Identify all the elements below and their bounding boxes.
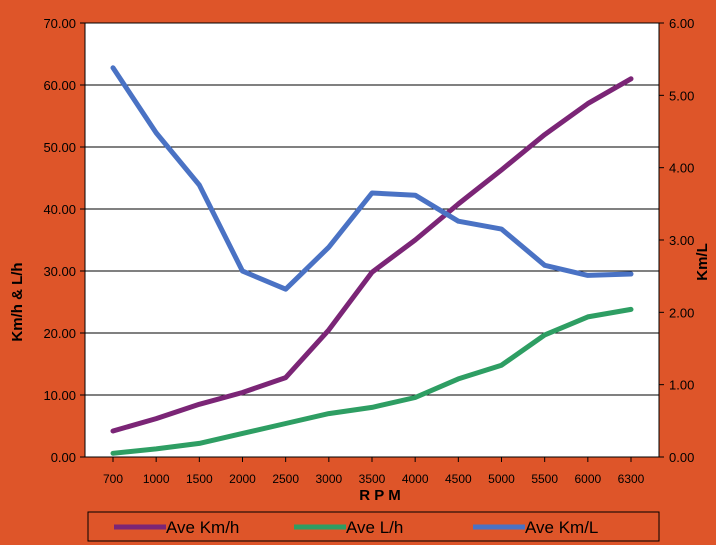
right-tick-label: 6.00 [669,16,694,31]
left-tick-label: 50.00 [43,140,76,155]
right-tick-label: 2.00 [669,305,694,320]
left-tick-label: 10.00 [43,388,76,403]
legend-label-ave-km-l: Ave Km/L [525,518,598,537]
left-tick-label: 60.00 [43,78,76,93]
x-axis-ticks: 700 1000 1500 2000 2500 3000 3500 4000 4500 5000 5… [103,457,645,486]
x-tick-label: 1500 [186,472,213,486]
left-axis-ticks: 0.00 10.00 20.00 30.00 40.00 50.00 60.00 70.00 [43,16,85,465]
right-tick-label: 4.00 [669,161,694,176]
series-layer [110,65,634,456]
x-tick-label: 2500 [272,472,299,486]
left-tick-label: 40.00 [43,202,76,217]
x-tick-label: 4500 [445,472,472,486]
left-tick-label: 70.00 [43,16,76,31]
left-tick-label: 30.00 [43,264,76,279]
legend-label-ave-l-h: Ave L/h [346,518,403,537]
x-tick-label: 1000 [143,472,170,486]
right-tick-label: 3.00 [669,233,694,248]
x-tick-label: 2000 [229,472,256,486]
x-tick-label: 3500 [359,472,386,486]
left-tick-label: 20.00 [43,326,76,341]
legend: Ave Km/h Ave L/h Ave Km/L [87,511,660,542]
x-tick-label: 700 [103,472,123,486]
right-axis-ticks: 0.00 1.00 2.00 3.00 4.00 5.00 6.00 [659,16,694,465]
plot-background [84,22,660,458]
series-line-ave-l-h [110,306,634,456]
left-y-axis-title: Km/h & L/h [9,262,26,341]
x-axis-title: R P M [359,487,400,504]
legend-box [87,511,660,542]
right-y-axis-title: Km/L [694,243,711,281]
x-tick-label: 5500 [531,472,558,486]
x-tick-label: 6300 [618,472,645,486]
right-tick-label: 1.00 [669,378,694,393]
legend-label-ave-km-h: Ave Km/h [166,518,239,537]
x-tick-label: 4000 [402,472,429,486]
series-line-ave-km-l [110,65,634,292]
right-tick-label: 5.00 [669,88,694,103]
right-tick-label: 0.00 [669,450,694,465]
plot-area [84,22,660,458]
x-tick-label: 3000 [315,472,342,486]
left-tick-label: 0.00 [51,450,76,465]
x-tick-label: 5000 [488,472,515,486]
x-tick-label: 6000 [574,472,601,486]
series-line-ave-km-h [110,76,634,434]
